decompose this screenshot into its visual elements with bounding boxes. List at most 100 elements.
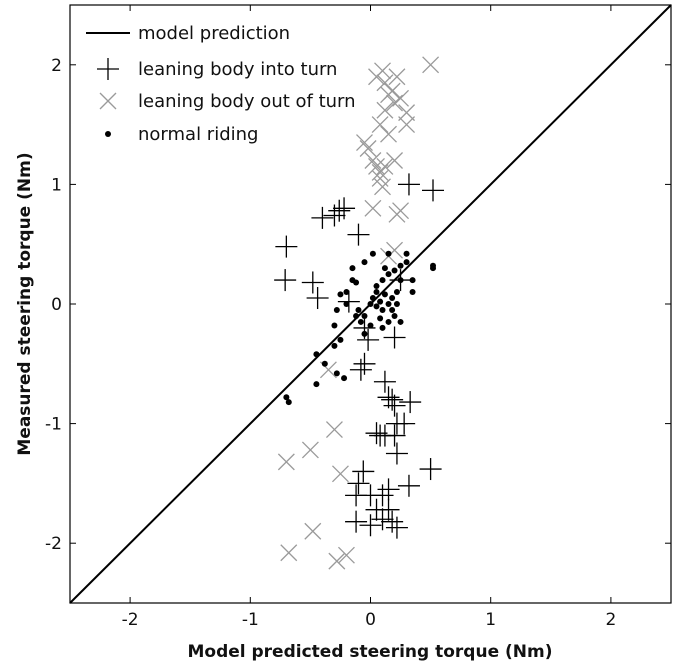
data-point (392, 89, 410, 107)
y-tick-label: -2 (45, 534, 62, 554)
data-point (381, 510, 404, 533)
data-point (343, 301, 350, 307)
data-point (331, 322, 338, 329)
data-point (399, 391, 422, 414)
data-point (275, 235, 298, 258)
data-point (313, 351, 320, 358)
data-point (313, 381, 320, 388)
data-point (345, 510, 368, 533)
data-point (377, 498, 400, 521)
data-point (277, 453, 295, 471)
data-point (337, 336, 344, 343)
data-point (356, 134, 373, 151)
legend-item: normal riding (105, 124, 258, 145)
axis-ticks (70, 5, 671, 603)
data-point (337, 290, 360, 313)
data-point (371, 116, 389, 134)
data-point (380, 125, 397, 143)
data-point (379, 306, 386, 313)
data-point (391, 267, 398, 274)
data-point (385, 271, 392, 278)
data-point (381, 265, 388, 272)
legend-item: leaning body into turn (97, 58, 337, 80)
data-point (333, 306, 340, 313)
data-point (364, 199, 382, 217)
data-point (409, 277, 416, 284)
data-series (274, 56, 445, 570)
data-point (383, 82, 401, 100)
data-point (397, 318, 404, 325)
data-point (397, 474, 420, 497)
data-point (388, 68, 406, 86)
data-point (373, 289, 380, 296)
legend-item: leaning body out of turn (99, 91, 356, 112)
data-point (333, 370, 340, 377)
data-point (321, 360, 328, 367)
x-axis-title: Model predicted steering torque (Nm) (187, 642, 552, 662)
data-point (373, 303, 380, 310)
data-point (397, 173, 420, 196)
legend-label: model prediction (138, 23, 290, 44)
data-point (353, 312, 360, 319)
axis-tick-labels: -2 -1 0 1 2 -2 -1 0 1 2 (45, 56, 616, 630)
data-point (369, 250, 376, 257)
data-point (306, 287, 329, 310)
data-point (368, 158, 385, 175)
data-point (341, 375, 348, 382)
data-point (373, 283, 380, 290)
data-point (285, 399, 292, 406)
data-point (385, 301, 392, 307)
data-point (301, 441, 319, 459)
data-point (377, 386, 400, 409)
data-point (393, 301, 400, 307)
data-point (333, 197, 356, 220)
data-point (386, 152, 403, 169)
data-point (379, 277, 386, 284)
data-point (311, 206, 334, 229)
data-point (357, 328, 380, 351)
y-tick-label: 0 (51, 295, 62, 315)
data-point (301, 271, 324, 294)
data-point (374, 178, 391, 196)
legend-label: leaning body out of turn (138, 91, 356, 112)
data-point (419, 458, 442, 481)
legend-marker-swatch (97, 58, 119, 80)
legend: model prediction leaning body into turn le… (86, 23, 356, 145)
data-point (376, 74, 394, 92)
data-point (343, 289, 350, 296)
data-point (377, 298, 384, 305)
data-point (385, 250, 392, 257)
data-point (274, 269, 297, 292)
data-point (430, 262, 437, 269)
data-point (376, 158, 394, 175)
data-point (391, 312, 398, 319)
legend-item: model prediction (86, 23, 290, 44)
data-point (367, 301, 374, 307)
data-point (398, 116, 416, 134)
data-point (355, 306, 362, 313)
y-tick-label: 1 (51, 175, 62, 195)
data-point (383, 424, 406, 447)
x-tick-label: 0 (365, 610, 376, 630)
data-point (422, 56, 440, 74)
data-point (304, 522, 322, 540)
data-point (349, 358, 372, 381)
x-tick-label: -1 (242, 610, 259, 630)
data-point (331, 465, 349, 483)
series-plus (274, 173, 445, 539)
data-point (397, 262, 404, 269)
data-point (377, 478, 400, 501)
data-point (328, 199, 351, 222)
data-point (328, 552, 346, 570)
data-point (338, 546, 355, 564)
legend-marker-swatch (99, 92, 117, 110)
data-point (374, 62, 391, 80)
data-point (371, 484, 394, 507)
data-point (385, 516, 408, 539)
y-tick-label: -1 (45, 415, 62, 435)
x-tick-label: 1 (485, 610, 496, 630)
x-tick-label: 2 (605, 610, 616, 630)
data-point (422, 179, 445, 202)
data-point (361, 259, 368, 266)
